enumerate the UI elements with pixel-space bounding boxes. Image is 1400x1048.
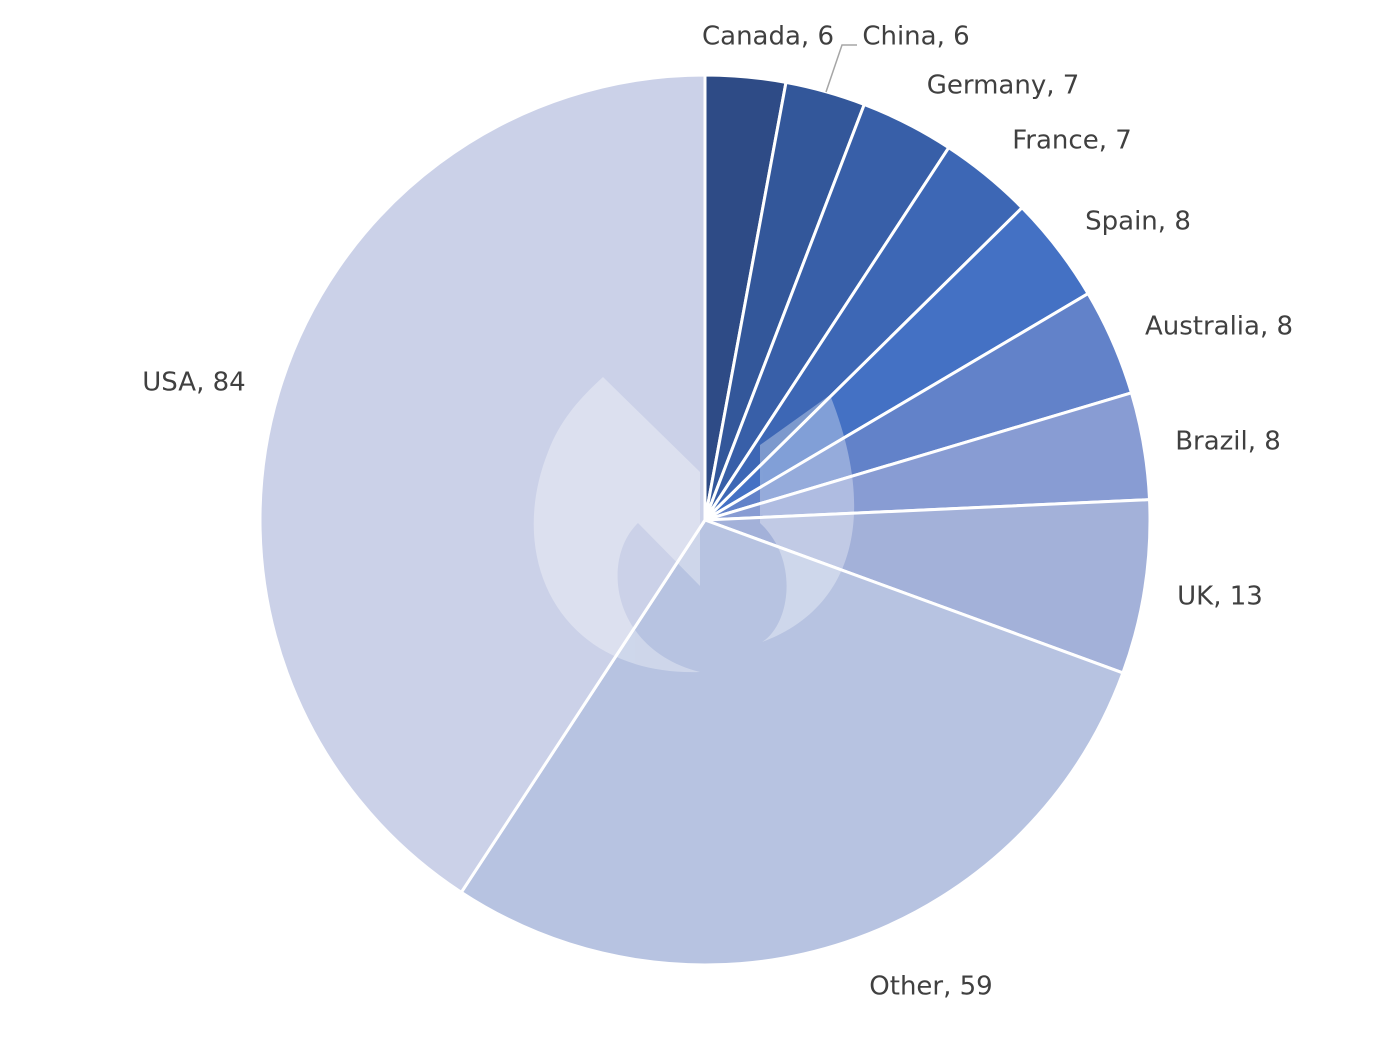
pie-slice-usa: [258, 73, 707, 895]
data-labels: Canada, 6 China, 6 Germany, 7 France, 7 Spai…: [142, 22, 1293, 1002]
leader-line-china: [825, 44, 857, 93]
pie-slice-uk: [704, 498, 1152, 675]
data-label-australia: Australia, 8: [1145, 312, 1293, 342]
data-label-spain: Spain, 8: [1085, 207, 1191, 237]
watermark-logo: [533, 377, 855, 673]
pie-slice-other: [459, 518, 1125, 967]
data-label-france: France, 7: [1012, 126, 1132, 156]
data-label-brazil: Brazil, 8: [1175, 427, 1281, 457]
data-label-other: Other, 59: [869, 972, 992, 1002]
data-label-usa: USA, 84: [142, 368, 245, 398]
data-label-germany: Germany, 7: [927, 71, 1080, 101]
data-label-uk: UK, 13: [1177, 582, 1263, 612]
data-label-china: China, 6: [862, 22, 969, 52]
leader-lines: [825, 44, 857, 93]
data-label-canada: Canada, 6: [702, 22, 834, 52]
pie-slices: [258, 73, 1152, 967]
